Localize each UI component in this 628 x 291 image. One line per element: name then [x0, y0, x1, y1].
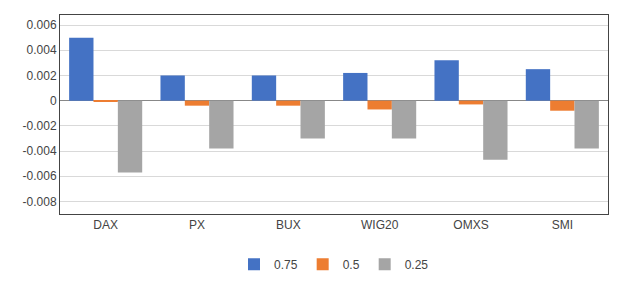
svg-text:0.002: 0.002 [27, 69, 57, 83]
svg-text:SMI: SMI [552, 218, 573, 232]
svg-text:PX: PX [189, 218, 205, 232]
svg-text:BUX: BUX [276, 218, 301, 232]
svg-text:WIG20: WIG20 [361, 218, 399, 232]
svg-text:0.25: 0.25 [405, 258, 429, 272]
svg-text:0.5: 0.5 [343, 258, 360, 272]
svg-text:0: 0 [50, 94, 57, 108]
svg-text:0.75: 0.75 [274, 258, 298, 272]
svg-text:-0.008: -0.008 [23, 195, 57, 209]
svg-text:-0.006: -0.006 [23, 169, 57, 183]
svg-text:0.006: 0.006 [27, 18, 57, 32]
svg-text:-0.002: -0.002 [23, 119, 57, 133]
svg-text:0.004: 0.004 [27, 43, 57, 57]
svg-text:DAX: DAX [93, 218, 118, 232]
svg-text:OMXS: OMXS [453, 218, 488, 232]
svg-text:-0.004: -0.004 [23, 144, 57, 158]
